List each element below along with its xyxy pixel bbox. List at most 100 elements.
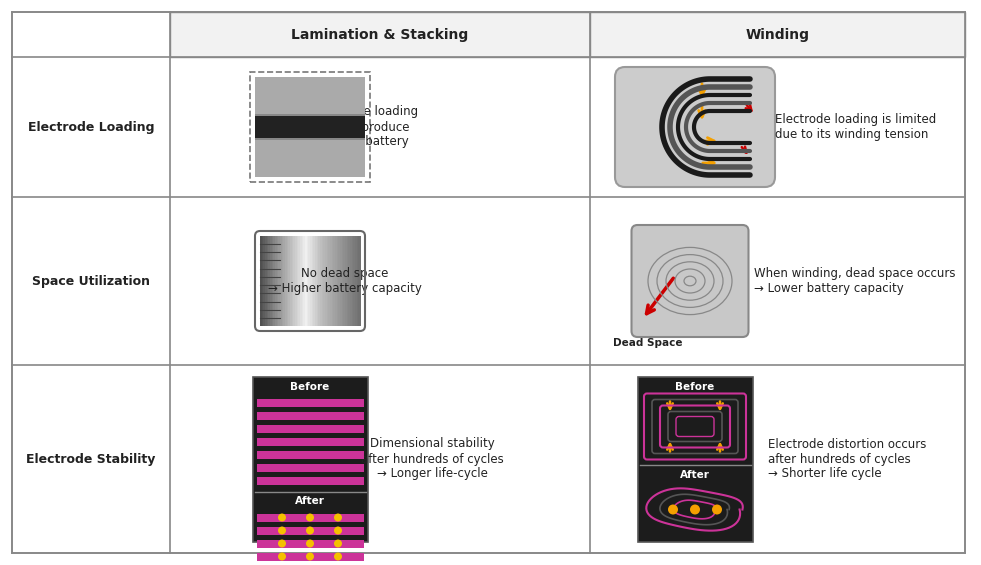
Bar [348, 236, 350, 326]
Circle shape [334, 553, 342, 560]
Bar [255, 77, 365, 177]
Bar [296, 236, 299, 326]
Bar [280, 236, 283, 326]
Bar [325, 236, 328, 326]
Bar [322, 236, 324, 326]
Text: Electrode Stability: Electrode Stability [26, 453, 156, 466]
Bar [330, 236, 333, 326]
Text: Higher electrode loading
→ Possible to produce
high capacity battery: Higher electrode loading → Possible to p… [272, 106, 418, 149]
Bar [269, 236, 271, 326]
Bar [353, 236, 355, 326]
Text: Dimensional stability
after hundreds of cycles
→ Longer life-cycle: Dimensional stability after hundreds of … [361, 437, 504, 480]
Bar [256, 424, 364, 432]
Circle shape [278, 514, 286, 521]
Circle shape [278, 527, 286, 534]
Bar [285, 236, 287, 326]
Bar [250, 72, 370, 182]
Bar [357, 236, 359, 326]
Circle shape [306, 514, 314, 521]
Bar [340, 236, 342, 326]
Bar [267, 236, 269, 326]
Bar [320, 236, 322, 326]
Bar [307, 236, 309, 326]
Bar [170, 12, 590, 57]
Bar [270, 236, 272, 326]
Bar [345, 236, 347, 326]
Bar [255, 116, 365, 138]
Bar [263, 236, 266, 326]
FancyBboxPatch shape [632, 225, 749, 337]
Text: Space Utilization: Space Utilization [32, 275, 150, 288]
Bar [295, 236, 297, 326]
Text: Electrode distortion occurs
after hundreds of cycles
→ Shorter life cycle: Electrode distortion occurs after hundre… [767, 437, 926, 480]
Bar [290, 236, 292, 326]
Bar [327, 236, 329, 326]
Bar [332, 236, 334, 326]
Bar [256, 437, 364, 445]
Bar [315, 236, 317, 326]
Bar [286, 236, 288, 326]
Bar [256, 411, 364, 419]
Bar [282, 236, 284, 326]
Bar [300, 236, 302, 326]
Bar [312, 236, 314, 326]
Bar [303, 236, 305, 326]
Bar [293, 236, 295, 326]
Bar [256, 398, 364, 406]
Bar [336, 236, 338, 326]
Text: Electrode Loading: Electrode Loading [27, 120, 154, 133]
Bar [334, 236, 336, 326]
Bar [305, 236, 307, 326]
Bar [343, 236, 345, 326]
Bar [256, 540, 364, 547]
Bar [279, 236, 281, 326]
Circle shape [334, 527, 342, 534]
Bar [358, 236, 360, 326]
Bar [256, 463, 364, 472]
Bar [298, 236, 300, 326]
Bar [324, 236, 326, 326]
Circle shape [690, 505, 700, 515]
Circle shape [306, 540, 314, 547]
Bar [275, 236, 278, 326]
Text: Lamination & Stacking: Lamination & Stacking [291, 28, 469, 41]
Bar [256, 476, 364, 485]
Circle shape [278, 540, 286, 547]
Bar [355, 236, 357, 326]
Bar [274, 236, 276, 326]
Text: When winding, dead space occurs
→ Lower battery capacity: When winding, dead space occurs → Lower … [754, 267, 956, 295]
Bar [338, 236, 340, 326]
Circle shape [334, 540, 342, 547]
Text: Dead Space: Dead Space [613, 338, 682, 348]
Circle shape [306, 553, 314, 560]
Bar [262, 236, 264, 326]
Circle shape [668, 505, 678, 515]
Bar [277, 236, 279, 326]
Bar [256, 527, 364, 534]
Bar [256, 514, 364, 521]
Bar [260, 236, 262, 326]
Text: After: After [295, 497, 325, 506]
Circle shape [334, 514, 342, 521]
Circle shape [712, 505, 722, 515]
Bar [351, 236, 354, 326]
Bar [350, 236, 352, 326]
Bar [310, 236, 312, 326]
Circle shape [306, 527, 314, 534]
Text: Before: Before [290, 381, 330, 392]
Text: Before: Before [675, 381, 714, 392]
Bar [284, 236, 285, 326]
Circle shape [278, 553, 286, 560]
Bar [313, 236, 316, 326]
Bar [252, 376, 368, 541]
Bar [318, 236, 321, 326]
Bar [255, 114, 365, 116]
Bar [317, 236, 319, 326]
Bar [335, 236, 337, 326]
Bar [308, 236, 311, 326]
Bar [638, 376, 752, 541]
Bar [590, 12, 965, 57]
Text: After: After [680, 470, 710, 480]
Text: No dead space
→ Higher battery capacity: No dead space → Higher battery capacity [268, 267, 422, 295]
Bar [265, 236, 267, 326]
